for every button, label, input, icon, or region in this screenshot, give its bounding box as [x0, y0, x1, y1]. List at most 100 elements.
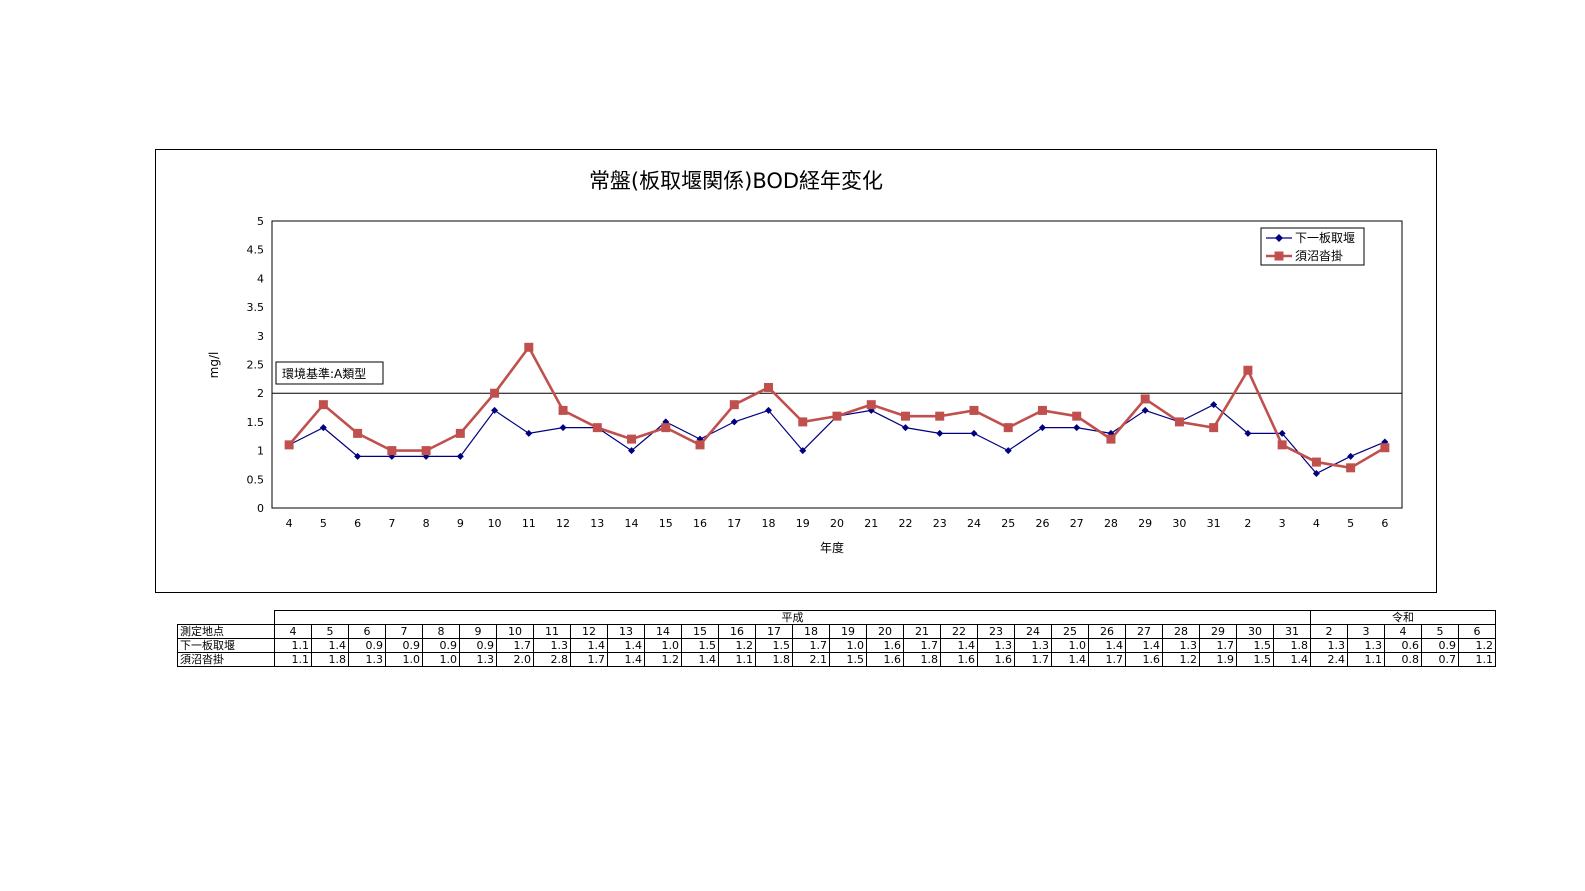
- legend: 下一板取堰 須沼沓掛: [1260, 227, 1365, 266]
- table-cell: 1.1: [1347, 652, 1385, 667]
- data-point-square: [1311, 457, 1321, 467]
- table-cell: 1.8: [903, 652, 941, 667]
- table-cell: 1.3: [977, 638, 1015, 653]
- table-cell: 1.1: [1458, 652, 1496, 667]
- era-heisei-cell: 平成: [274, 610, 1311, 625]
- data-point-diamond: [319, 424, 327, 432]
- table-cell: 1.7: [570, 652, 608, 667]
- data-point-square: [490, 388, 500, 398]
- year-header-cell: 29: [1199, 624, 1237, 639]
- x-tick-label: 26: [1035, 517, 1049, 530]
- year-header-cell: 5: [1421, 624, 1459, 639]
- year-header-cell: 6: [348, 624, 386, 639]
- year-header-cell: 3: [1347, 624, 1385, 639]
- x-tick-label: 17: [727, 517, 741, 530]
- row-label-cell: 須沼沓掛: [177, 652, 275, 667]
- data-point-square: [1243, 365, 1253, 375]
- y-tick-labels: 0 0.5 1 1.5 2 2.5 3 3.5 4 4.5 5: [247, 215, 265, 515]
- table-cell: 1.5: [755, 638, 793, 653]
- data-point-diamond: [354, 452, 362, 460]
- table-cell: 1.3: [1310, 638, 1348, 653]
- data-point-square: [969, 405, 979, 415]
- x-tick-label: 28: [1104, 517, 1118, 530]
- table-cell: 1.8: [755, 652, 793, 667]
- year-header-cell: 17: [755, 624, 793, 639]
- x-tick-label: 5: [1347, 517, 1354, 530]
- data-point-square: [832, 411, 842, 421]
- year-header-cell: 4: [274, 624, 312, 639]
- table-cell: 1.7: [1199, 638, 1237, 653]
- data-point-square: [627, 434, 637, 444]
- table-cell: 1.4: [681, 652, 719, 667]
- era-blank-cell: [177, 610, 275, 625]
- data-point-square: [798, 417, 808, 427]
- table-cell: 1.7: [792, 638, 830, 653]
- x-tick-label: 29: [1138, 517, 1152, 530]
- chart-title: 常盤(板取堰関係)BOD経年変化: [589, 169, 883, 193]
- table-cell: 1.6: [940, 652, 978, 667]
- data-point-square: [558, 405, 568, 415]
- year-header-cell: 30: [1236, 624, 1274, 639]
- x-tick-label: 9: [457, 517, 464, 530]
- x-tick-label: 6: [354, 517, 361, 530]
- y-tick-label: 0: [257, 502, 264, 515]
- data-point-square: [318, 400, 328, 410]
- x-tick-label: 10: [488, 517, 502, 530]
- era-header-row: 平成 令和: [177, 610, 1496, 625]
- year-header-cell: 14: [644, 624, 682, 639]
- year-header-cell: 13: [607, 624, 645, 639]
- data-point-square: [1346, 463, 1356, 473]
- data-point-diamond: [970, 429, 978, 437]
- y-tick-label: 3.5: [247, 301, 265, 314]
- data-point-diamond: [1210, 401, 1218, 409]
- year-header-cell: 21: [903, 624, 941, 639]
- table-cell: 1.5: [829, 652, 867, 667]
- x-tick-label: 11: [522, 517, 536, 530]
- data-point-square: [1277, 440, 1287, 450]
- x-tick-label: 27: [1070, 517, 1084, 530]
- table-cell: 1.8: [311, 652, 349, 667]
- data-point-square: [695, 440, 705, 450]
- x-axis-label: 年度: [820, 540, 844, 555]
- table-cell: 0.9: [422, 638, 460, 653]
- table-cell: 1.5: [681, 638, 719, 653]
- table-cell: 1.7: [903, 638, 941, 653]
- data-point-square: [387, 446, 397, 456]
- y-axis-label: mg/l: [207, 352, 221, 379]
- x-tick-label: 12: [556, 517, 570, 530]
- x-tick-label: 5: [320, 517, 327, 530]
- data-point-square: [764, 382, 774, 392]
- table-cell: 2.1: [792, 652, 830, 667]
- x-tick-label: 22: [898, 517, 912, 530]
- year-header-cell: 5: [311, 624, 349, 639]
- table-cell: 1.0: [1051, 638, 1089, 653]
- table-cell: 1.2: [718, 638, 756, 653]
- data-point-diamond: [765, 406, 773, 414]
- table-cell: 1.6: [1125, 652, 1163, 667]
- table-cell: 1.6: [866, 638, 904, 653]
- year-header-cell: 7: [385, 624, 423, 639]
- table-cell: 0.7: [1421, 652, 1459, 667]
- data-point-square: [284, 440, 294, 450]
- year-header-cell: 2: [1310, 624, 1348, 639]
- data-point-diamond: [491, 406, 499, 414]
- data-point-diamond: [730, 418, 738, 426]
- x-tick-label: 16: [693, 517, 707, 530]
- data-point-square: [1140, 394, 1150, 404]
- y-tick-label: 2: [257, 387, 264, 400]
- data-point-diamond: [901, 424, 909, 432]
- x-tick-label: 8: [423, 517, 430, 530]
- table-cell: 1.3: [348, 652, 386, 667]
- y-tick-label: 4: [257, 272, 264, 285]
- data-point-diamond: [1004, 447, 1012, 455]
- legend-label-series-1: 下一板取堰: [1295, 231, 1355, 245]
- y-tick-label: 3: [257, 330, 264, 343]
- data-point-square: [524, 342, 534, 352]
- data-point-square: [729, 400, 739, 410]
- data-point-diamond: [1312, 470, 1320, 478]
- table-row: 下一板取堰 1.1 1.4 0.9 0.9 0.9 0.9 1.7 1.3 1.4 1.4 1.0 1…: [177, 638, 1496, 653]
- x-tick-label: 4: [286, 517, 293, 530]
- table-cell: 1.0: [385, 652, 423, 667]
- table-row: 須沼沓掛 1.1 1.8 1.3 1.0 1.0 1.3 2.0 2.8 1.7 1.4 1.2 1.…: [177, 652, 1496, 667]
- row-label-cell: 下一板取堰: [177, 638, 275, 653]
